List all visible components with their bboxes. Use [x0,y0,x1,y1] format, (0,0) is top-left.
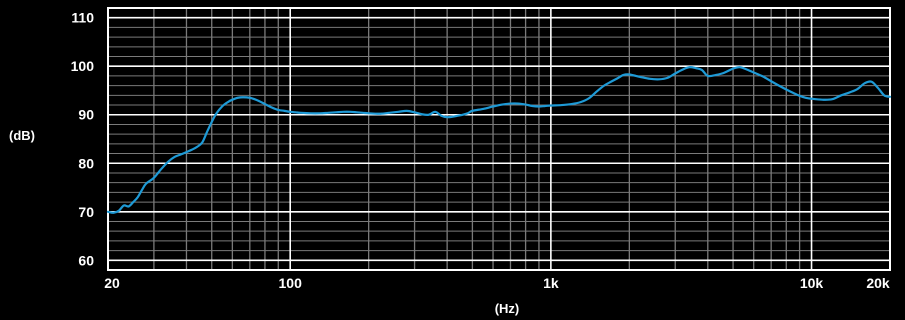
y-tick-labels: 60 70 80 90 100 110 [71,10,95,269]
y-tick-label: 100 [71,58,95,74]
y-tick-label: 110 [71,10,94,26]
x-tick-label: 20 [104,275,120,291]
plot-frame [107,7,891,271]
x-axis-label: (Hz) [495,301,520,316]
y-axis-label: (dB) [9,128,35,143]
x-tick-labels: 20 100 1k 10k 20k [104,275,890,291]
x-tick-label: 20k [866,275,890,291]
major-grid [108,8,890,270]
y-tick-label: 90 [78,107,94,123]
y-tick-label: 80 [78,155,94,171]
y-tick-label: 70 [78,204,94,220]
y-tick-label: 60 [78,252,94,268]
x-tick-label: 1k [543,275,559,291]
response-curve [106,66,892,214]
x-tick-label: 10k [800,275,824,291]
x-tick-label: 100 [279,275,303,291]
